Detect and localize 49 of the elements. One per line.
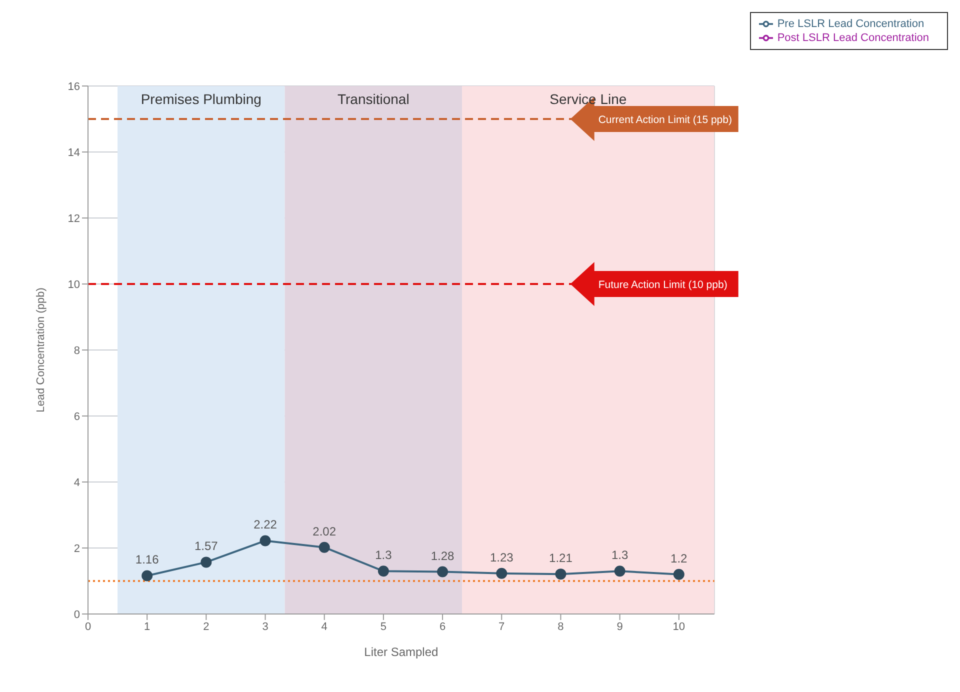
- point: [555, 568, 566, 580]
- data-label: 1.21: [549, 551, 573, 566]
- data-label: 1.57: [194, 539, 218, 554]
- data-label: 1.16: [135, 552, 160, 567]
- y-axis-title: Lead Concentration (ppb): [34, 288, 47, 412]
- y-tick-label: 12: [68, 212, 80, 225]
- data-label: 2.22: [254, 518, 278, 532]
- x-tick-label: 2: [203, 620, 210, 633]
- x-tick-label: 7: [498, 620, 505, 633]
- x-tick-label: 4: [321, 620, 328, 633]
- y-tick-label: 2: [74, 542, 80, 555]
- y-tick-label: 10: [68, 278, 80, 291]
- band-label: Transitional: [337, 90, 410, 107]
- data-label: 1.28: [430, 548, 455, 563]
- data-label: 1.23: [490, 550, 514, 564]
- x-tick-label: 9: [616, 620, 623, 633]
- band-label: Service Line: [550, 90, 627, 107]
- y-tick-label: 8: [74, 344, 80, 357]
- x-axis-title: Liter Sampled: [364, 645, 438, 659]
- point: [260, 535, 271, 546]
- y-tick-label: 0: [74, 608, 80, 621]
- legend-label: Pre LSLR Lead Concentration: [777, 18, 924, 30]
- data-label: 1.2: [670, 551, 688, 566]
- point: [496, 568, 508, 579]
- ref-line-label: Current Action Limit (15 ppb): [598, 114, 732, 126]
- point: [378, 566, 389, 577]
- point: [200, 556, 212, 568]
- band-label: Premises Plumbing: [140, 90, 262, 107]
- x-tick-label: 10: [672, 620, 686, 633]
- ref-line-label: Future Action Limit (10 ppb): [598, 279, 728, 291]
- data-label: 2.02: [312, 524, 336, 538]
- point: [142, 570, 153, 582]
- point: [437, 566, 448, 578]
- x-tick-label: 8: [558, 620, 564, 633]
- x-tick-label: 5: [380, 620, 387, 633]
- point: [614, 566, 626, 577]
- y-tick-label: 14: [68, 146, 80, 159]
- x-tick-label: 1: [144, 620, 150, 633]
- x-tick-label: 3: [262, 620, 268, 633]
- x-tick-label: 6: [439, 620, 446, 633]
- point: [318, 542, 330, 553]
- legend-label: Post LSLR Lead Concentration: [777, 32, 929, 44]
- y-tick-label: 6: [74, 410, 80, 423]
- y-tick-label: 4: [74, 476, 80, 489]
- y-tick-label: 16: [68, 80, 80, 93]
- point: [673, 568, 684, 580]
- data-label: 1.3: [375, 548, 392, 562]
- x-tick-label: 0: [84, 620, 92, 633]
- data-label: 1.3: [611, 548, 628, 562]
